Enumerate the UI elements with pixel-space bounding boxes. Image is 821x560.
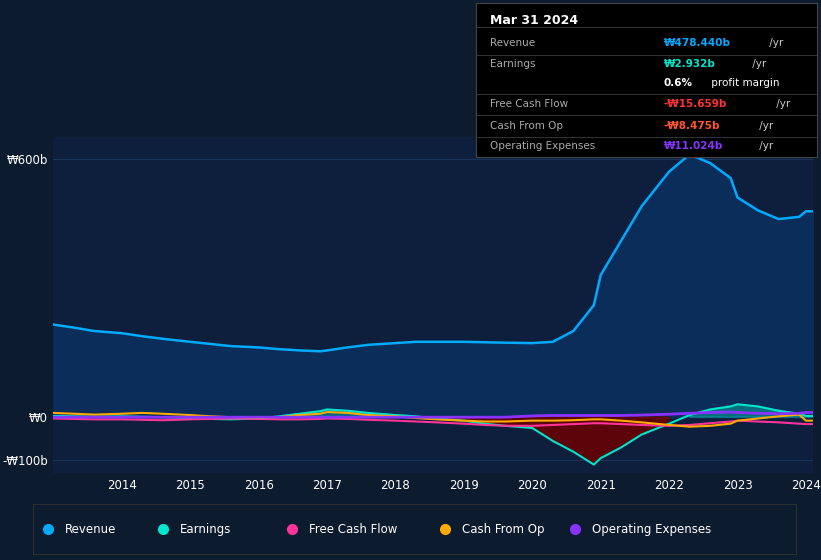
Text: Mar 31 2024: Mar 31 2024 xyxy=(490,13,578,26)
Text: 0.6%: 0.6% xyxy=(663,78,693,88)
Text: Cash From Op: Cash From Op xyxy=(462,522,544,536)
Text: Operating Expenses: Operating Expenses xyxy=(490,141,595,151)
Text: /yr: /yr xyxy=(749,59,766,69)
Text: Revenue: Revenue xyxy=(490,38,535,48)
Text: /yr: /yr xyxy=(766,38,783,48)
Text: Operating Expenses: Operating Expenses xyxy=(592,522,711,536)
Text: ₩478.440b: ₩478.440b xyxy=(663,38,731,48)
Text: Revenue: Revenue xyxy=(65,522,117,536)
Text: ₩2.932b: ₩2.932b xyxy=(663,59,715,69)
Text: profit margin: profit margin xyxy=(708,78,779,88)
Text: ₩11.024b: ₩11.024b xyxy=(663,141,723,151)
Text: Earnings: Earnings xyxy=(180,522,231,536)
Text: /yr: /yr xyxy=(755,121,773,131)
Text: Cash From Op: Cash From Op xyxy=(490,121,563,131)
Text: Free Cash Flow: Free Cash Flow xyxy=(310,522,397,536)
Text: Earnings: Earnings xyxy=(490,59,535,69)
Text: /yr: /yr xyxy=(755,141,773,151)
Text: -₩15.659b: -₩15.659b xyxy=(663,100,727,109)
Text: Free Cash Flow: Free Cash Flow xyxy=(490,100,568,109)
Text: /yr: /yr xyxy=(773,100,790,109)
Text: -₩8.475b: -₩8.475b xyxy=(663,121,720,131)
